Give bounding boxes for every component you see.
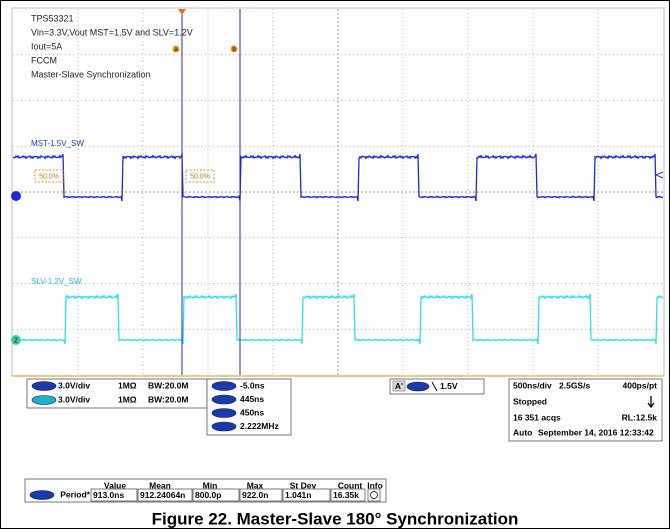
channel-label: MST-1.5V_SW xyxy=(31,139,84,148)
row-label: Period* xyxy=(60,489,90,499)
ch1-ground xyxy=(11,191,21,201)
info-icon xyxy=(367,488,381,502)
annotation: TPS53321 xyxy=(31,13,74,23)
annotation: Iout=5A xyxy=(31,41,62,51)
level-box xyxy=(34,169,64,183)
cursor-value: 2.222MHz xyxy=(240,421,279,431)
cell xyxy=(192,488,240,502)
cell-value: 913.0ns xyxy=(93,490,124,500)
cell-value: 912.24064n xyxy=(140,490,185,500)
impedance: 1MΩ xyxy=(118,394,137,404)
trigger-level-arrow xyxy=(654,171,664,179)
level-label: 50.0% xyxy=(39,173,59,180)
scale: 3.0V/div xyxy=(58,394,90,404)
acquisition-panel xyxy=(508,378,663,442)
trigger-source: A' xyxy=(395,381,403,391)
graticule xyxy=(13,9,663,375)
cell xyxy=(137,488,193,502)
cursor-badge xyxy=(211,381,237,391)
trigger-source-box xyxy=(392,380,406,392)
cursor-badge xyxy=(211,408,237,418)
cursor-dot xyxy=(230,45,238,53)
timebase: 500ns/div xyxy=(513,380,552,390)
cell xyxy=(239,488,283,502)
column-header: Mean xyxy=(149,480,171,490)
cursor-label: a xyxy=(174,47,178,53)
record-length: RL:12.5k xyxy=(622,412,658,422)
acqs: 16 351 acqs xyxy=(513,412,561,422)
cursor-readout: -5.0ns 445ns 450ns 2.222MHz xyxy=(211,380,279,432)
cursor-value: 445ns xyxy=(240,394,264,404)
trigger-badge xyxy=(406,381,430,392)
scale: 3.0V/div xyxy=(58,380,90,390)
cursor-dot xyxy=(172,45,180,53)
timestamp: September 14, 2016 12:33:42 xyxy=(538,427,654,437)
impedance: 1MΩ xyxy=(118,380,137,390)
cursor-value: -5.0ns xyxy=(240,380,265,390)
bandwidth: BW:20.0M xyxy=(148,380,188,390)
bandwidth: BW:20.0M xyxy=(148,394,188,404)
trigger-level: 1.5V xyxy=(440,381,458,391)
slv-waveform xyxy=(12,293,664,345)
trigger-marker xyxy=(178,9,186,15)
ch2-ground xyxy=(11,335,21,345)
sample-rate: 2.5GS/s xyxy=(559,380,590,390)
cell xyxy=(90,488,138,502)
state-icon xyxy=(647,396,655,409)
annotation: Vin=3.3V,Vout MST=1.5V and SLV=1.2V xyxy=(31,27,193,37)
level-box xyxy=(185,169,215,183)
waveforms xyxy=(12,153,664,345)
annotation: FCCM xyxy=(31,55,57,65)
column-header: Count xyxy=(338,480,363,490)
column-header: Info xyxy=(367,480,383,490)
channel-label: SLV-1.2V_SW xyxy=(31,277,82,286)
info-icon-dot xyxy=(370,491,378,499)
level-label: 50.0% xyxy=(190,173,210,180)
column-header: St Dev xyxy=(290,480,317,490)
cell-value: 16.35k xyxy=(333,490,359,500)
column-header: Value xyxy=(104,480,126,490)
caption: Figure 22. Master-Slave 180° Synchroniza… xyxy=(152,509,519,528)
measurement-table: Value Mean Min Max St Dev Count Info Period* 913… xyxy=(29,480,383,502)
channel-badge xyxy=(31,381,57,391)
cursor-badge xyxy=(211,421,237,432)
column-header: Min xyxy=(203,480,218,490)
measure-badge xyxy=(29,490,55,500)
cursor-label: b xyxy=(232,47,236,53)
resolution: 400ps/pt xyxy=(623,380,658,390)
cell xyxy=(330,488,366,502)
cell xyxy=(282,488,331,502)
cell-value: 922.0n xyxy=(242,490,268,500)
state: Stopped xyxy=(513,396,547,406)
annotation: Master-Slave Synchronization xyxy=(31,69,151,79)
cell-value: 800.0p xyxy=(195,490,221,500)
annotations: TPS53321 Vin=3.3V,Vout MST=1.5V and SLV=… xyxy=(31,13,193,79)
mst-waveform xyxy=(12,153,664,202)
cursor-badge xyxy=(211,394,237,405)
channel-badge xyxy=(31,395,57,405)
mode: Auto xyxy=(513,427,532,437)
cursor-value: 450ns xyxy=(240,407,264,417)
cell-value: 1.041n xyxy=(285,490,311,500)
trigger-slope xyxy=(431,381,438,392)
ch2-marker: 2 xyxy=(14,337,18,344)
column-header: Max xyxy=(247,480,264,490)
